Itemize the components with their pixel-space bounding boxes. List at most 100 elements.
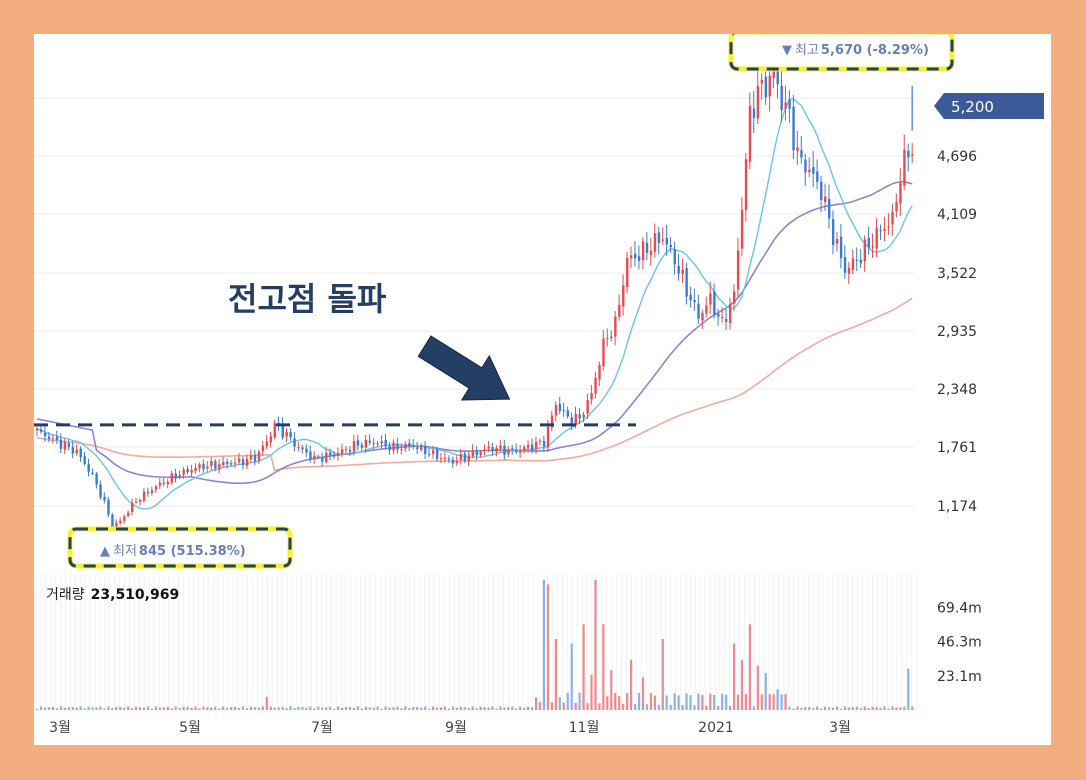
volume-bar (534, 697, 538, 710)
candle-body (146, 492, 150, 494)
candle-body (325, 452, 328, 463)
volume-bar (606, 696, 609, 710)
volume-bar (590, 674, 593, 710)
volume-bar (744, 693, 748, 710)
volume-bar (760, 694, 763, 710)
stock-chart[interactable]: 4,696 4,109 3,522 2,935 2,348 1,761 1,174 69.4… (34, 29, 1051, 745)
volume-bar (412, 706, 415, 710)
candle-body (329, 452, 332, 456)
candle-body (261, 445, 265, 452)
candle-body (574, 413, 577, 426)
volume-bar (138, 707, 142, 710)
candle-body (297, 447, 300, 449)
candle-body (392, 442, 395, 451)
volume-bar (669, 704, 672, 710)
candle-body (301, 447, 304, 450)
candle-body (788, 99, 791, 109)
volume-bar (364, 706, 367, 710)
volume-bar (55, 708, 58, 710)
candle-body (626, 257, 629, 288)
candle-body (606, 338, 609, 340)
candle-body (356, 440, 360, 446)
x-tick-label: 7월 (311, 720, 333, 736)
volume-bar (249, 706, 253, 710)
volume-bar (808, 706, 811, 710)
volume-bar (372, 707, 375, 710)
y-tick-label: 3,522 (937, 266, 977, 282)
volume-bar (376, 706, 379, 710)
candle-body (380, 440, 383, 444)
candle-body (39, 429, 43, 432)
volume-bar (602, 624, 605, 710)
candle-body (123, 516, 126, 521)
candle-body (903, 149, 906, 186)
candle-body (127, 512, 130, 517)
volume-bar (554, 639, 557, 710)
candle-body (467, 455, 471, 462)
volume-bar (693, 705, 696, 710)
candle-body (851, 258, 855, 270)
volume-bar (202, 706, 205, 710)
volume-bar (439, 707, 443, 710)
volume-bar (154, 706, 157, 710)
volume-bar (107, 706, 110, 710)
volume-bar (475, 708, 478, 710)
volume-bar (641, 677, 645, 710)
volume-bar (546, 584, 550, 710)
volume-bar (416, 707, 419, 710)
candle-body (515, 449, 518, 453)
volume-bar (772, 694, 775, 710)
candle-body (273, 423, 276, 438)
volume-bar (637, 693, 641, 710)
candle-body (538, 440, 542, 442)
candle-body (768, 75, 771, 97)
volume-bar (855, 706, 858, 710)
volume-bar (447, 708, 451, 710)
volume-bar (780, 694, 783, 710)
candle-body (55, 436, 59, 441)
current-price-value: 5,200 (951, 98, 994, 116)
volume-bar (768, 694, 771, 710)
candle-body (321, 457, 324, 462)
candle-body (812, 167, 815, 174)
volume-bar (689, 695, 692, 710)
volume-bar (566, 692, 569, 710)
volume-bar (269, 706, 272, 710)
volume-bar (182, 706, 185, 710)
annotation-label: 전고점 돌파 (228, 280, 387, 318)
candle-body (871, 246, 874, 248)
volume-bar (329, 706, 332, 710)
volume-bar (867, 708, 870, 710)
candle-body (336, 453, 340, 456)
candle-body (198, 464, 201, 469)
candle-body (348, 449, 352, 452)
candle-body (792, 106, 795, 151)
candle-body (507, 449, 510, 455)
volume-bar (673, 693, 676, 710)
candle-body (234, 462, 237, 464)
volume-bar (804, 707, 807, 710)
candle-body (202, 463, 205, 470)
candle-body (222, 461, 225, 465)
volume-bar (297, 706, 300, 710)
volume-bar (538, 702, 542, 710)
volume-bar (653, 695, 656, 710)
candle-body (340, 449, 344, 454)
candle-body (527, 444, 530, 448)
volume-bar (301, 707, 304, 710)
volume-bar (420, 707, 423, 710)
candle-body (218, 464, 221, 470)
volume-bar (903, 706, 906, 710)
candle-body (344, 449, 348, 451)
low-box-dash (68, 527, 292, 568)
candle-body (550, 415, 554, 428)
volume-bar (63, 708, 66, 710)
candle-body (907, 150, 910, 158)
candle-body (154, 486, 158, 490)
candle-body (313, 455, 316, 460)
volume-bar (507, 707, 510, 710)
candle-body (879, 230, 882, 232)
candle-body (463, 453, 467, 462)
volume-bar (776, 689, 779, 710)
candle-body (79, 448, 82, 458)
